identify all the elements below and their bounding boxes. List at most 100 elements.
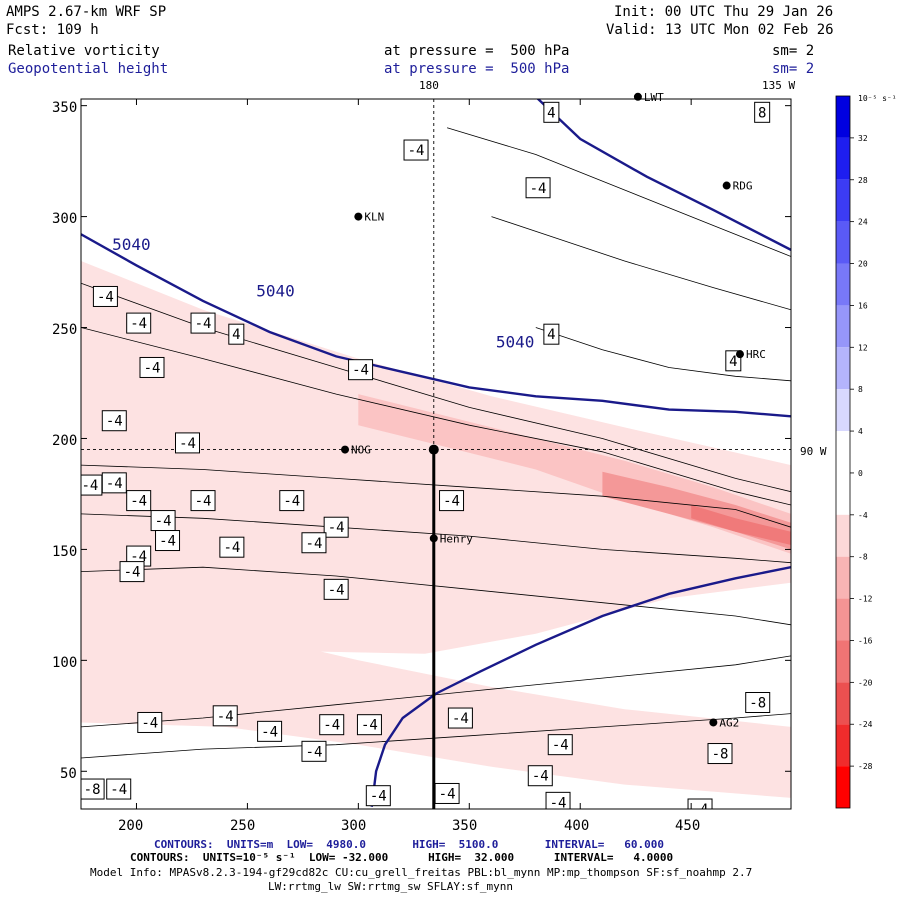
vorticity-label-box [527,765,553,787]
colorbar-label: 16 [858,301,868,310]
y-tick-label: 350 [52,100,78,116]
colorbar-swatch [836,389,850,432]
y-tick-label: 100 [52,655,78,671]
vorticity-contour-line [81,566,791,626]
vorticity-contour-label: -4 [370,789,387,805]
vorticity-label-box [323,578,349,600]
vorticity-contour-label: -4 [552,738,569,754]
colorbar-swatch [836,724,850,767]
vorticity-contour-label: -4 [532,769,549,785]
vorticity-label-box [323,516,349,538]
station-label: AG2 [719,716,739,729]
colorbar-swatch [836,137,850,180]
model-info-physics: LW:rrtmg_lw SW:rrtmg_sw SFLAY:sf_mynn [268,880,514,893]
vorticity-contour-label: -4 [692,802,709,818]
footer-height-contours: CONTOURS: UNITS=m LOW= 4980.0 HIGH= 5100… [154,838,664,851]
colorbar-swatch [836,347,850,390]
vorticity-contour-label: -4 [408,143,425,159]
colorbar-swatch [836,682,850,725]
pole-marker [428,444,439,455]
vorticity-label-box [279,490,305,512]
vorticity-label-box [106,778,132,800]
vorticity-label-box [447,707,473,729]
colorbar-label: 4 [858,427,863,436]
colorbar-swatch [836,431,850,473]
vorticity-label-box [543,101,560,123]
top-label-180: 180 [419,79,439,92]
vorticity-contour-line [81,327,791,506]
vorticity-label-box [525,177,551,199]
top-label-135w: 135 W [762,79,796,92]
y-tick-label: 250 [52,322,78,338]
vorticity-label-box [101,410,127,432]
valid-time: Valid: 13 UTC Mon 02 Feb 26 [606,22,834,38]
vorticity-contour-label: -4 [443,494,460,510]
vorticity-band [691,505,791,545]
vorticity-label-box [137,711,163,733]
station-label: KLN [364,211,384,224]
vorticity-label-box [126,312,152,334]
height-contour-line [81,233,791,418]
colorbar-swatch [836,640,850,683]
vorticity-contour-label: -8 [84,782,101,798]
station-marker [709,718,718,727]
colorbar: 10⁻⁵ s⁻¹ 32 28 24 20 16 12 8 4 0 -4 -8 -12 -16 -20 -24 -… [835,94,897,809]
station-marker [429,534,438,543]
field2-smoothing: sm= 2 [772,61,815,77]
vorticity-contour-label: -4 [195,316,212,332]
plot-frame [80,98,792,810]
vorticity-contour-label: -4 [179,436,196,452]
colorbar-label: -20 [858,678,873,687]
vorticity-label-box [754,101,771,123]
colorbar-label: 12 [858,343,868,352]
vorticity-label-box [81,778,105,800]
init-time: Init: 00 UTC Thu 29 Jan 26 [614,4,834,20]
vorticity-label-box [543,323,560,345]
right-label-90w: 90 W [800,445,827,458]
colorbar-swatch [836,305,850,348]
height-contour-line [536,99,791,251]
vorticity-contour-label: -4 [124,565,141,581]
vorticity-contour-label: -4 [352,363,369,379]
vorticity-label-box [745,692,771,713]
vorticity-label-box [547,734,573,756]
vorticity-label-box [319,714,345,736]
vorticity-contour-label: -4 [223,540,240,556]
vorticity-contour-label: -4 [110,782,127,798]
vorticity-label-box [707,743,733,765]
vorticity-label-box [101,472,127,494]
forecast-hour: Fcst: 109 h [6,22,99,38]
vorticity-label-box [365,785,391,807]
vorticity-contour-label: -4 [306,744,323,760]
vorticity-label-box [434,782,460,804]
vorticity-label-box [155,530,181,552]
station-label: HRC [746,348,766,361]
field1-level: at pressure = 500 hPa [384,43,570,59]
vorticity-contour-label: -4 [97,289,114,305]
vorticity-contour-line [81,513,791,564]
vorticity-contour-label: 4 [729,354,737,370]
vorticity-band [81,261,791,654]
footer-vorticity-contours: CONTOURS: UNITS=10⁻⁵ s⁻¹ LOW= -32.000 HI… [130,851,674,864]
field2-level: at pressure = 500 hPa [384,61,570,77]
vorticity-contour-label: -4 [452,711,469,727]
colorbar-label: 8 [858,385,863,394]
field1-name: Relative vorticity [8,43,160,59]
y-tick-label: 200 [52,433,78,449]
vorticity-contour-line [81,713,791,759]
colorbar-label: 20 [858,260,868,269]
vorticity-contour-line [535,327,791,382]
vorticity-contour-label: -4 [306,536,323,552]
vorticity-shading [81,261,791,798]
field2-name: Geopotential height [8,61,169,77]
height-contour-label: 5040 [112,235,151,254]
vorticity-contour-label: 4 [547,327,555,343]
vorticity-label-box [348,359,374,381]
station-marker [722,181,731,190]
station-label: RDG [733,180,753,193]
vorticity-contour-line [446,127,791,257]
vorticity-contour-label: -4 [144,360,161,376]
vorticity-contour-label: -4 [130,494,147,510]
colorbar-label: 24 [858,218,868,227]
vorticity-label-box [175,432,200,454]
